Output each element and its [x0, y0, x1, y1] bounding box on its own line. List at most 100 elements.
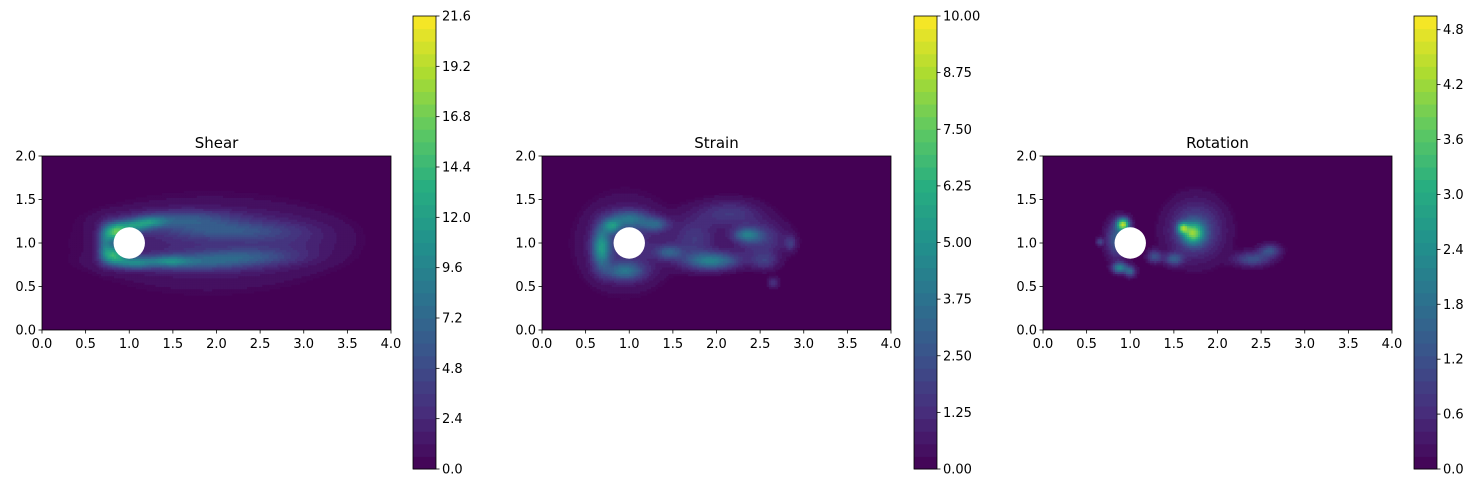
heatmap-cell	[271, 197, 274, 201]
heatmap-cell	[107, 269, 111, 272]
heatmap-cell	[334, 251, 338, 255]
heatmap-cell	[179, 210, 183, 214]
heatmap-cell	[124, 266, 128, 270]
heatmap-cell	[192, 262, 196, 266]
heatmap-cell	[316, 225, 320, 229]
heatmap-cell	[188, 238, 191, 242]
heatmap-cell	[98, 227, 102, 231]
heatmap-cell	[240, 206, 244, 209]
heatmap-cell	[92, 243, 95, 246]
heatmap-cell	[295, 236, 298, 240]
heatmap-cell	[249, 264, 252, 268]
heatmap-cell	[194, 216, 198, 220]
heatmap-cell	[257, 284, 261, 288]
heatmap-cell	[271, 243, 274, 246]
heatmap-cell	[257, 279, 261, 283]
heatmap-cell	[336, 256, 340, 259]
heatmap-cell	[127, 219, 130, 222]
heatmap-cell	[188, 214, 191, 218]
heatmap-cell	[131, 212, 135, 216]
heatmap-cell	[273, 229, 276, 233]
heatmap-cell	[255, 284, 259, 288]
heatmap-cell	[264, 221, 268, 225]
heatmap-cell	[172, 262, 176, 266]
heatmap-cell	[244, 275, 248, 279]
heatmap-cell	[257, 240, 261, 244]
heatmap-cell	[85, 227, 89, 231]
heatmap-cell	[253, 288, 257, 292]
heatmap-cell	[181, 216, 185, 220]
heatmap-cell	[277, 249, 281, 253]
heatmap-cell	[179, 288, 183, 292]
heatmap-cell	[240, 236, 244, 240]
heatmap-cell	[303, 258, 307, 261]
heatmap-cell	[172, 277, 176, 281]
heatmap-cell	[175, 195, 178, 198]
heatmap-cell	[135, 260, 139, 264]
heatmap-cell	[140, 210, 143, 214]
heatmap-cell	[275, 247, 279, 251]
heatmap-cell	[148, 203, 152, 207]
heatmap-cell	[137, 199, 141, 203]
heatmap-cell	[161, 247, 165, 251]
heatmap-cell	[295, 273, 298, 277]
heatmap-cell	[338, 260, 342, 264]
heatmap-cell	[170, 223, 174, 227]
heatmap-cell	[238, 229, 242, 233]
heatmap-cell	[157, 262, 161, 266]
heatmap-cell	[72, 262, 76, 266]
heatmap-cell	[185, 197, 189, 201]
heatmap-cell	[148, 264, 152, 268]
heatmap-cell	[242, 243, 246, 246]
heatmap-cell	[238, 266, 242, 270]
heatmap-cell	[244, 221, 248, 225]
heatmap-cell	[76, 253, 80, 257]
heatmap-cell	[135, 201, 139, 205]
heatmap-cell	[131, 279, 135, 283]
heatmap-cell	[144, 203, 148, 207]
heatmap-cell	[225, 284, 228, 288]
heatmap-cell	[223, 203, 226, 207]
heatmap-cell	[175, 269, 178, 272]
heatmap-cell	[192, 284, 196, 288]
heatmap-cell	[231, 221, 235, 225]
heatmap-cell	[201, 238, 205, 242]
heatmap-cell	[229, 238, 233, 242]
heatmap-cell	[308, 236, 311, 240]
heatmap-cell	[146, 275, 150, 279]
heatmap-cell	[314, 251, 318, 255]
heatmap-cell	[312, 269, 316, 272]
heatmap-cell	[151, 234, 154, 238]
heatmap-cell	[257, 243, 261, 246]
heatmap-cell	[159, 236, 163, 240]
heatmap-cell	[76, 234, 80, 238]
heatmap-cell	[284, 219, 287, 222]
heatmap-cell	[253, 253, 257, 257]
heatmap-cell	[268, 223, 272, 227]
heatmap-cell	[251, 243, 255, 246]
heatmap-cell	[157, 269, 161, 272]
heatmap-cell	[218, 232, 222, 235]
heatmap-cell	[340, 264, 344, 268]
heatmap-cell	[181, 258, 185, 261]
heatmap-cell	[236, 219, 239, 222]
heatmap-cell	[177, 219, 181, 222]
heatmap-cell	[127, 271, 130, 275]
heatmap-cell	[159, 271, 163, 275]
heatmap-cell	[83, 243, 87, 246]
heatmap-cell	[316, 260, 320, 264]
heatmap-cell	[277, 201, 281, 205]
heatmap-cell	[144, 275, 148, 279]
heatmap-cell	[161, 245, 165, 248]
heatmap-cell	[242, 238, 246, 242]
heatmap-cell	[305, 262, 309, 266]
heatmap-cell	[279, 275, 283, 279]
heatmap-cell	[249, 282, 252, 285]
heatmap-cell	[327, 247, 331, 251]
heatmap-cell	[332, 238, 335, 242]
heatmap-cell	[177, 258, 181, 261]
heatmap-cell	[137, 214, 141, 218]
heatmap-cell	[81, 223, 85, 227]
heatmap-cell	[118, 258, 122, 261]
heatmap-cell	[242, 206, 246, 209]
